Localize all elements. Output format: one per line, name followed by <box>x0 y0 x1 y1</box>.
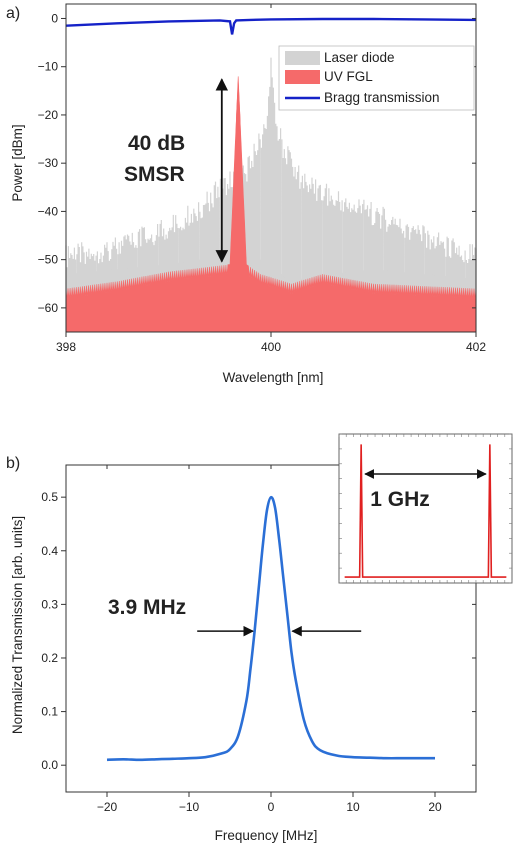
plot-area-a <box>65 17 477 333</box>
x-tick-label-b: −20 <box>97 800 118 814</box>
x-tick-label-b: 20 <box>428 800 442 814</box>
inset-chart: 1 GHz <box>338 433 513 584</box>
y-tick-label-a: −50 <box>38 253 59 267</box>
y-tick-label-b: 0.5 <box>41 490 58 504</box>
y-tick-label-b: 0.0 <box>41 758 58 772</box>
annotation-smsr-line-2: SMSR <box>124 163 185 186</box>
x-axis-label-b: Frequency [MHz] <box>215 828 318 843</box>
annotation-linewidth-text: 3.9 MHz <box>108 596 186 619</box>
legend-label-laser-diode: Laser diode <box>324 50 395 65</box>
legend-swatch-uv-fgl <box>285 70 320 84</box>
y-tick-label-a: −30 <box>38 156 59 170</box>
annotation-smsr-line-1: 40 dB <box>128 132 185 155</box>
inset-frame <box>338 433 513 584</box>
x-tick-label-b: 0 <box>268 800 275 814</box>
x-tick-label-b: 10 <box>346 800 360 814</box>
y-tick-label-a: −10 <box>38 60 59 74</box>
y-tick-label-a: −40 <box>38 204 59 218</box>
inset-annotation-text: 1 GHz <box>370 488 430 511</box>
series-uv-fgl-peak <box>232 76 245 265</box>
chart-a: a) 398 400 402 0 −10 −20 −30 −40 −50 −60 Waveleng… <box>6 3 486 385</box>
plot-area-b <box>106 495 435 762</box>
y-tick-label-b: 0.4 <box>41 544 58 558</box>
y-tick-label-b: 0.1 <box>41 705 58 719</box>
y-tick-label-b: 0.2 <box>41 651 58 665</box>
annotation-linewidth: 3.9 MHz <box>108 596 362 637</box>
x-tick-label-a: 402 <box>466 340 486 354</box>
y-axis-label-a: Power [dBm] <box>10 124 25 201</box>
inset-series <box>344 444 507 578</box>
y-tick-label-a: −20 <box>38 108 59 122</box>
y-tick-label-b: 0.3 <box>41 597 58 611</box>
legend-a: Laser diode UV FGL Bragg transmission <box>278 45 475 111</box>
y-tick-label-a: −60 <box>38 301 59 315</box>
legend-label-bragg: Bragg transmission <box>324 90 440 105</box>
x-tick-label-b: −10 <box>179 800 200 814</box>
legend-swatch-laser-diode <box>285 51 320 65</box>
legend-label-uv-fgl: UV FGL <box>324 69 373 84</box>
panel-label-a: a) <box>6 5 20 22</box>
chart-b: b) −20 −10 0 10 20 0.0 0.1 0.2 0.3 0.4 0.5 Frequen… <box>6 433 513 843</box>
series-bragg-transmission <box>65 17 477 35</box>
x-tick-label-a: 398 <box>56 340 76 354</box>
y-axis-label-b: Normalized Transmission [arb. units] <box>10 516 25 734</box>
series-transmission <box>106 495 435 762</box>
y-tick-label-a: 0 <box>51 11 58 25</box>
panel-label-b: b) <box>6 455 20 472</box>
axes-b: −20 −10 0 10 20 0.0 0.1 0.2 0.3 0.4 0.5 <box>41 464 477 814</box>
x-tick-label-a: 400 <box>261 340 281 354</box>
x-axis-label-a: Wavelength [nm] <box>223 370 324 385</box>
axes-a: 398 400 402 0 −10 −20 −30 −40 −50 −60 <box>38 3 486 354</box>
annotation-smsr: 40 dB SMSR <box>124 78 229 263</box>
series-uv-fgl <box>65 76 477 333</box>
